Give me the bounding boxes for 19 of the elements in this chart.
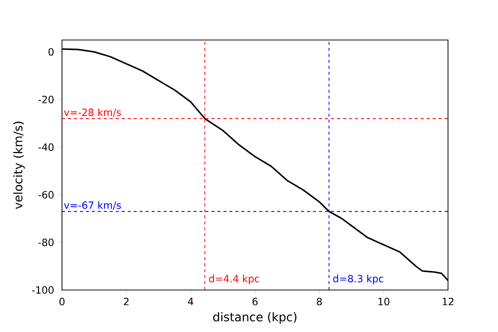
ref-line-label: d=4.4 kpc (209, 274, 260, 284)
y-tick-label: -80 (38, 238, 54, 246)
y-tick-label: -20 (38, 96, 54, 104)
y-axis-title: velocity (km/s) (13, 122, 25, 209)
y-tick-label: 0 (48, 48, 54, 56)
x-tick-label: 12 (442, 298, 454, 306)
x-tick-label: 8 (316, 298, 322, 306)
ref-line-label: v=-28 km/s (64, 108, 121, 117)
x-tick-label: 2 (124, 298, 129, 306)
y-tick-label: -60 (38, 190, 54, 199)
x-tick-label: 4 (188, 298, 194, 306)
x-tick-label: 0 (59, 298, 65, 306)
ref-line-label: d=8.3 kpc (333, 274, 384, 284)
ref-line-label: v=-67 km/s (64, 201, 121, 210)
x-axis-title: distance (kpc) (213, 312, 296, 324)
x-tick-label: 6 (252, 298, 258, 306)
y-tick-label: -40 (38, 143, 54, 151)
x-tick-label: 10 (378, 298, 390, 306)
y-tick-label: -100 (32, 286, 54, 294)
